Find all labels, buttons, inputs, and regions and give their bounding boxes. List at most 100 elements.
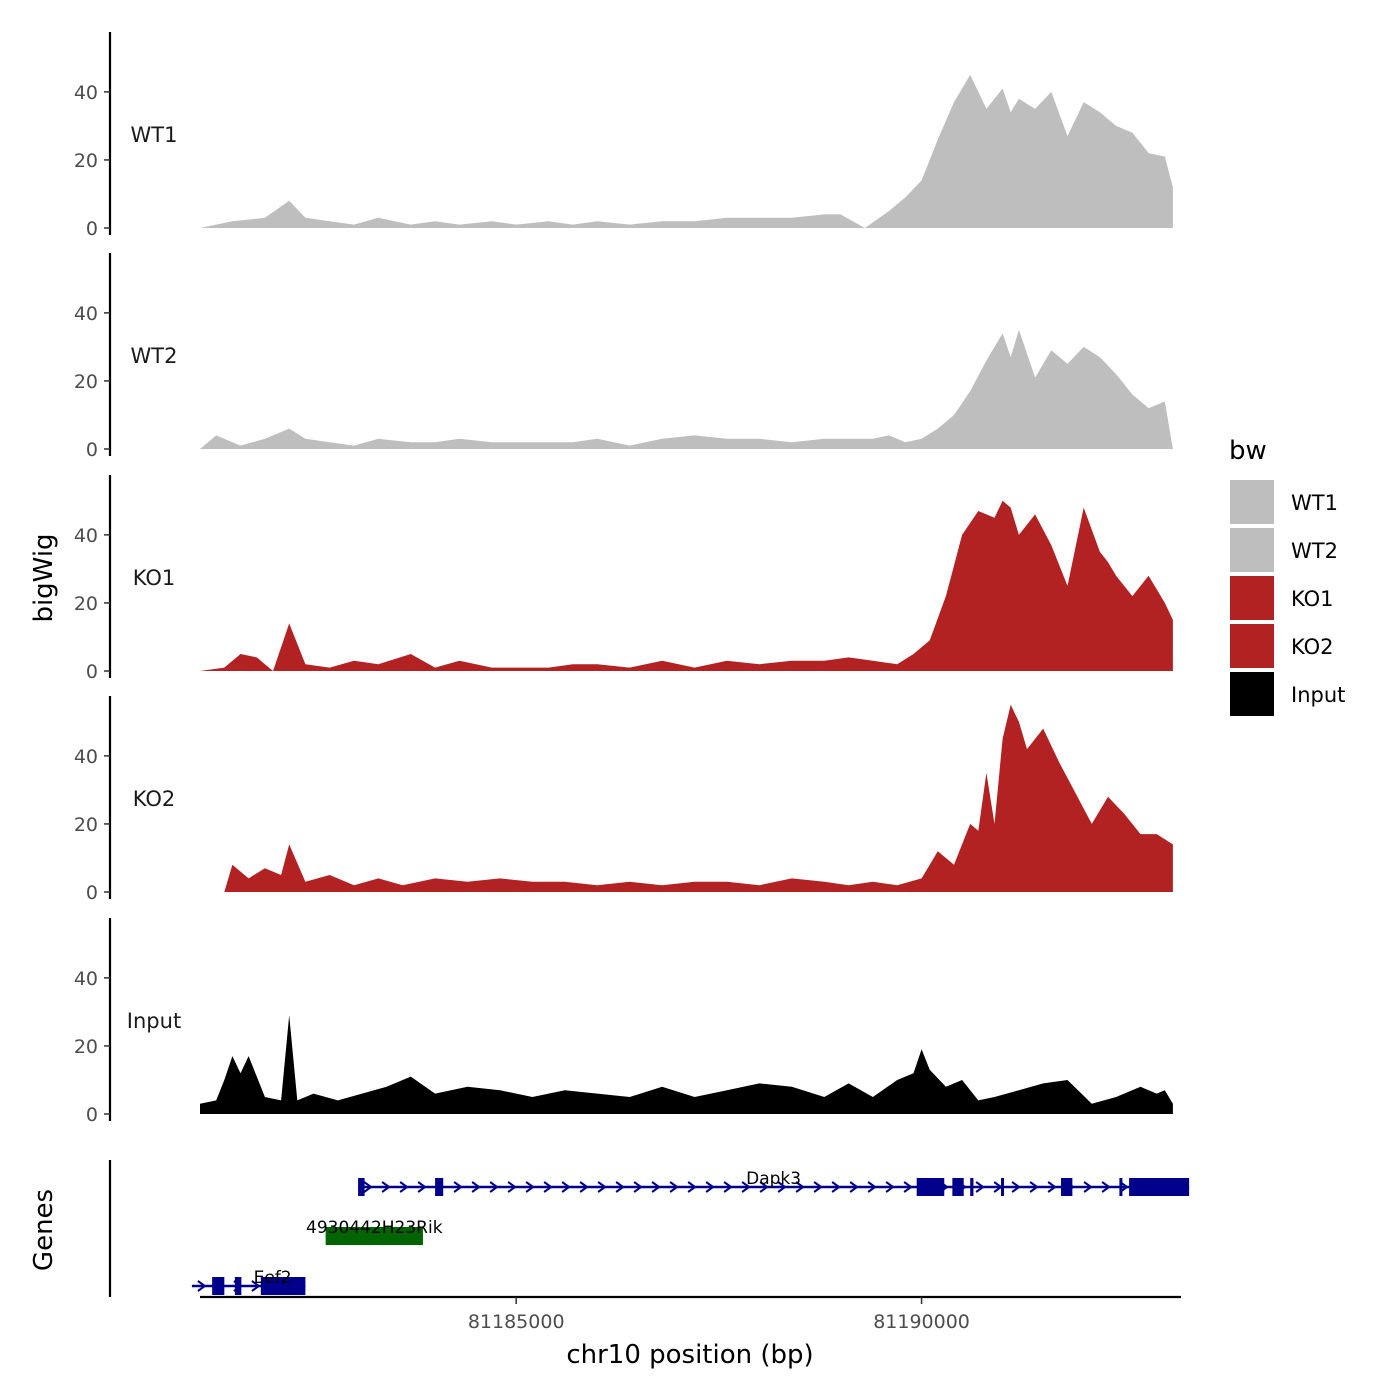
gene-label: Eef2: [254, 1268, 292, 1288]
x-tick-label: 81190000: [873, 1311, 970, 1333]
gene-exon: [1119, 1178, 1123, 1196]
gene-exon: [1061, 1178, 1073, 1196]
track-label: KO2: [133, 787, 176, 811]
legend: bw WT1 WT2 KO1 KO2 Input: [1229, 436, 1345, 716]
y-tick-label: 0: [86, 882, 98, 904]
strand-chevron: [723, 1181, 733, 1193]
y-tick-label: 0: [86, 661, 98, 683]
strand-chevron: [1011, 1181, 1021, 1193]
strand-chevron: [525, 1181, 535, 1193]
track-label: Input: [127, 1009, 181, 1033]
track-wt1: 0 20 40 WT1: [74, 32, 1173, 240]
y-tick-label: 40: [74, 82, 98, 104]
legend-label-ko1: KO1: [1291, 587, 1334, 611]
strand-chevron: [633, 1181, 643, 1193]
y-tick-label: 0: [86, 218, 98, 240]
strand-chevron: [543, 1181, 553, 1193]
legend-label-input: Input: [1291, 683, 1345, 707]
strand-chevron: [831, 1181, 841, 1193]
strand-chevron: [1083, 1181, 1093, 1193]
strand-chevron: [1029, 1181, 1039, 1193]
gene-exon: [212, 1277, 225, 1295]
strand-chevron: [849, 1181, 859, 1193]
genes-axis-title: Genes: [29, 1189, 59, 1271]
gene-4930442h23rik: 4930442H23Rik: [306, 1218, 443, 1245]
coverage-area-ko1: [200, 500, 1173, 671]
gene-exon: [325, 1227, 423, 1245]
strand-chevron: [453, 1181, 463, 1193]
y-tick-label: 20: [74, 593, 98, 615]
track-ko1: 0 20 40 KO1: [74, 475, 1173, 683]
legend-title: bw: [1229, 436, 1267, 466]
track-wt2: 0 20 40 WT2: [74, 253, 1173, 461]
strand-chevron: [651, 1181, 661, 1193]
gene-dapk3: Dapk3: [358, 1169, 1190, 1196]
legend-label-wt2: WT2: [1291, 539, 1338, 563]
y-axis-title: bigWig: [29, 533, 59, 622]
gene-exon: [358, 1178, 365, 1196]
strand-chevron: [975, 1181, 985, 1193]
strand-chevron: [597, 1181, 607, 1193]
coverage-area-wt1: [200, 74, 1173, 228]
strand-chevron: [417, 1181, 427, 1193]
coverage-area-wt2: [200, 329, 1173, 449]
y-tick-label: 40: [74, 746, 98, 768]
y-tick-label: 20: [74, 1036, 98, 1058]
legend-key-input: [1230, 672, 1274, 716]
x-axis: 81185000 81190000: [200, 1295, 1181, 1333]
y-tick-label: 20: [74, 150, 98, 172]
strand-chevron: [579, 1181, 589, 1193]
x-tick-label: 81185000: [468, 1311, 565, 1333]
strand-chevron: [903, 1181, 913, 1193]
track-ko2: 0 20 40 KO2: [74, 696, 1173, 904]
legend-label-ko2: KO2: [1291, 635, 1334, 659]
x-axis-title: chr10 position (bp): [566, 1340, 813, 1370]
legend-label-wt1: WT1: [1291, 491, 1338, 515]
strand-chevron: [561, 1181, 571, 1193]
strand-chevron: [777, 1181, 787, 1193]
y-tick-label: 0: [86, 1104, 98, 1126]
gene-eef2: Eef2: [191, 1268, 306, 1295]
strand-chevron: [1047, 1181, 1057, 1193]
strand-chevron: [399, 1181, 409, 1193]
gene-exon: [952, 1178, 964, 1196]
strand-chevron: [759, 1181, 769, 1193]
track-label: WT2: [131, 344, 178, 368]
strand-chevron: [687, 1181, 697, 1193]
strand-chevron: [363, 1181, 373, 1193]
legend-key-ko1: [1230, 576, 1274, 620]
strand-chevron: [1119, 1181, 1129, 1193]
strand-chevron: [1101, 1181, 1111, 1193]
y-tick-label: 20: [74, 814, 98, 836]
strand-chevron: [197, 1280, 207, 1292]
strand-chevron: [615, 1181, 625, 1193]
gene-exon: [1129, 1178, 1190, 1196]
strand-chevron: [507, 1181, 517, 1193]
y-tick-label: 40: [74, 525, 98, 547]
track-input: 0 20 40 Input: [74, 918, 1173, 1126]
gene-exon: [435, 1178, 444, 1196]
strand-chevron: [741, 1181, 751, 1193]
y-tick-label: 20: [74, 371, 98, 393]
strand-chevron: [813, 1181, 823, 1193]
gene-exon: [1001, 1178, 1005, 1196]
gene-annotation-track: Dapk3 4930442H23Rik Eef2: [108, 1160, 1190, 1297]
gene-label: Dapk3: [746, 1169, 801, 1189]
track-label: KO1: [133, 566, 176, 590]
y-tick-label: 0: [86, 439, 98, 461]
gene-exon: [234, 1277, 242, 1295]
gene-exon: [260, 1277, 306, 1295]
strand-chevron: [885, 1181, 895, 1193]
legend-key-wt1: [1230, 480, 1274, 524]
legend-key-ko2: [1230, 624, 1274, 668]
gene-label: 4930442H23Rik: [306, 1218, 443, 1238]
gene-exon: [970, 1178, 974, 1196]
strand-chevron: [381, 1181, 391, 1193]
coverage-tracks: 0 20 40 WT1 0 20 40 WT2 0 20 40 KO1 0 20 40 KO2 0 20 40 Inp…: [74, 32, 1173, 1126]
track-label: WT1: [131, 123, 178, 147]
coverage-area-input: [200, 1015, 1173, 1114]
coverage-area-ko2: [200, 704, 1173, 892]
strand-chevron: [251, 1280, 261, 1292]
gene-exon: [916, 1178, 945, 1196]
